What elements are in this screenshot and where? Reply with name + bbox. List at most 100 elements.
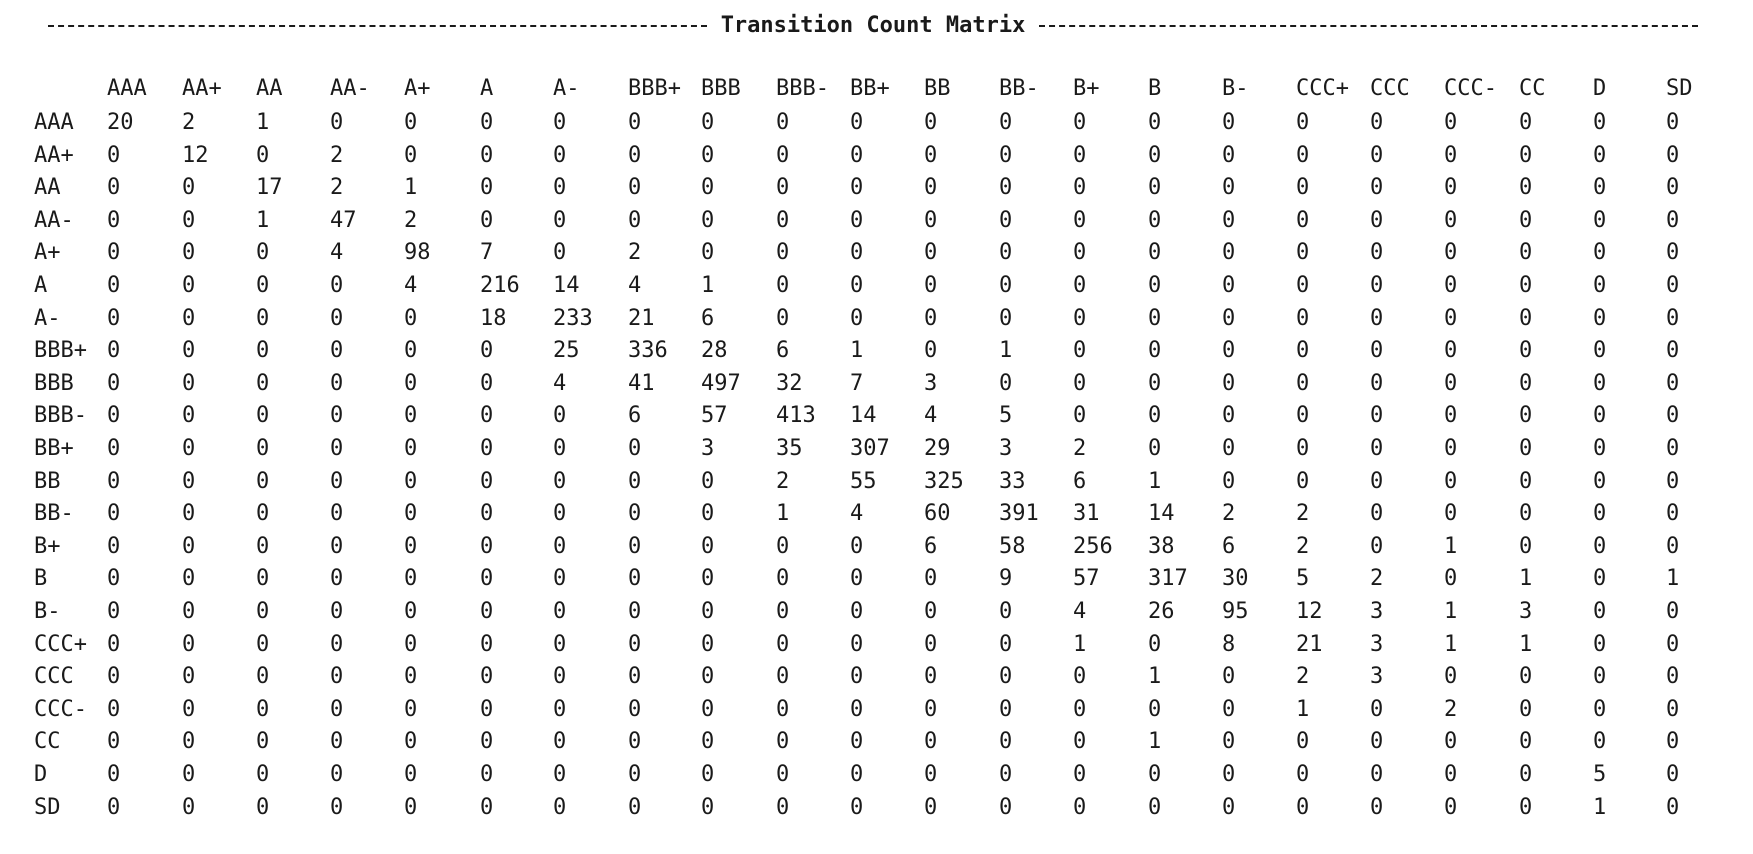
matrix-cell: 0 <box>1593 436 1607 461</box>
matrix-cell: 0 <box>628 110 642 135</box>
matrix-cell: 98 <box>404 240 431 266</box>
matrix-cell: 233 <box>553 305 593 331</box>
matrix-cell: 6 <box>1222 533 1236 559</box>
matrix-cell: 0 <box>701 142 715 168</box>
matrix-cell: 0 <box>628 729 642 755</box>
matrix-cell: 0 <box>1370 338 1384 364</box>
matrix-cell: 0 <box>1519 729 1533 755</box>
matrix-cell: 0 <box>1148 403 1162 429</box>
matrix-cell: 0 <box>553 110 567 135</box>
row-label: CC <box>34 729 61 755</box>
matrix-cell: 0 <box>182 273 196 298</box>
matrix-cell: 1 <box>1073 631 1087 657</box>
matrix-cell: 1 <box>1444 631 1458 657</box>
matrix-cell: 0 <box>1593 370 1607 396</box>
matrix-cell: 0 <box>1666 599 1680 624</box>
matrix-cell: 0 <box>1296 240 1310 266</box>
matrix-cell: 0 <box>256 762 270 787</box>
matrix-cell: 35 <box>776 436 803 461</box>
matrix-cell: 0 <box>1148 631 1162 657</box>
matrix-cell: 8 <box>1222 631 1236 657</box>
matrix-cell: 0 <box>1370 142 1384 168</box>
matrix-cell: 33 <box>999 468 1026 494</box>
matrix-cell: 0 <box>1519 370 1533 396</box>
matrix-cell: 0 <box>924 175 938 201</box>
matrix-cell: 4 <box>330 240 344 266</box>
matrix-cell: 14 <box>553 273 580 298</box>
matrix-cell: 0 <box>256 305 270 331</box>
matrix-cell: 0 <box>330 762 344 787</box>
matrix-cell: 6 <box>701 305 715 331</box>
matrix-cell: 0 <box>850 599 864 624</box>
matrix-cell: 307 <box>850 436 890 461</box>
matrix-cell: 0 <box>999 599 1013 624</box>
row-label: A+ <box>34 240 61 266</box>
matrix-cell: 0 <box>1148 175 1162 201</box>
matrix-cell: 32 <box>776 370 803 396</box>
matrix-cell: 0 <box>1222 110 1236 135</box>
matrix-cell: 0 <box>776 110 790 135</box>
column-header: B+ <box>1073 76 1100 101</box>
matrix-cell: 0 <box>1444 436 1458 461</box>
matrix-cell: 0 <box>628 664 642 690</box>
matrix-cell: 0 <box>182 762 196 787</box>
matrix-cell: 0 <box>480 631 494 657</box>
matrix-cell: 0 <box>480 762 494 787</box>
matrix-cell: 57 <box>701 403 728 429</box>
matrix-cell: 0 <box>1666 207 1680 233</box>
matrix-cell: 0 <box>1222 794 1236 820</box>
matrix-cell: 29 <box>924 436 951 461</box>
matrix-cell: 0 <box>404 370 418 396</box>
row-label: AA <box>34 175 61 201</box>
matrix-cell: 0 <box>1296 436 1310 461</box>
matrix-cell: 0 <box>330 729 344 755</box>
matrix-cell: 0 <box>404 305 418 331</box>
matrix-cell: 0 <box>924 729 938 755</box>
matrix-cell: 0 <box>850 631 864 657</box>
matrix-cell: 0 <box>404 403 418 429</box>
matrix-cell: 17 <box>256 175 283 201</box>
matrix-cell: 0 <box>256 533 270 559</box>
matrix-cell: 0 <box>999 762 1013 787</box>
matrix-cell: 5 <box>1296 566 1310 592</box>
matrix-cell: 0 <box>1593 175 1607 201</box>
matrix-cell: 0 <box>330 501 344 527</box>
matrix-cell: 0 <box>1519 273 1533 298</box>
matrix-cell: 1 <box>1666 566 1680 592</box>
matrix-cell: 0 <box>107 664 121 690</box>
column-header: BB- <box>999 76 1039 101</box>
matrix-cell: 0 <box>1519 142 1533 168</box>
matrix-cell: 14 <box>850 403 877 429</box>
matrix-cell: 0 <box>1444 110 1458 135</box>
matrix-cell: 0 <box>330 533 344 559</box>
matrix-cell: 0 <box>480 403 494 429</box>
matrix-cell: 0 <box>1148 305 1162 331</box>
matrix-cell: 0 <box>776 175 790 201</box>
matrix-cell: 1 <box>850 338 864 364</box>
matrix-cell: 0 <box>107 566 121 592</box>
matrix-cell: 0 <box>256 403 270 429</box>
matrix-cell: 0 <box>107 794 121 820</box>
matrix-cell: 0 <box>1666 110 1680 135</box>
matrix-cell: 0 <box>256 794 270 820</box>
column-header: BBB- <box>776 76 829 101</box>
matrix-cell: 0 <box>1666 436 1680 461</box>
matrix-cell: 0 <box>1370 794 1384 820</box>
matrix-cell: 0 <box>107 599 121 624</box>
matrix-cell: 0 <box>1519 240 1533 266</box>
matrix-cell: 0 <box>1444 175 1458 201</box>
matrix-cell: 0 <box>404 468 418 494</box>
matrix-cell: 0 <box>850 664 864 690</box>
row-label: AA+ <box>34 142 74 168</box>
matrix-cell: 6 <box>628 403 642 429</box>
matrix-cell: 1 <box>1148 664 1162 690</box>
matrix-cell: 336 <box>628 338 668 364</box>
matrix-cell: 0 <box>850 142 864 168</box>
matrix-cell: 0 <box>1370 696 1384 722</box>
matrix-cell: 0 <box>776 631 790 657</box>
matrix-cell: 0 <box>553 794 567 820</box>
row-label: CCC+ <box>34 631 87 657</box>
matrix-cell: 0 <box>553 207 567 233</box>
matrix-cell: 0 <box>850 794 864 820</box>
column-header: BBB <box>701 76 741 101</box>
